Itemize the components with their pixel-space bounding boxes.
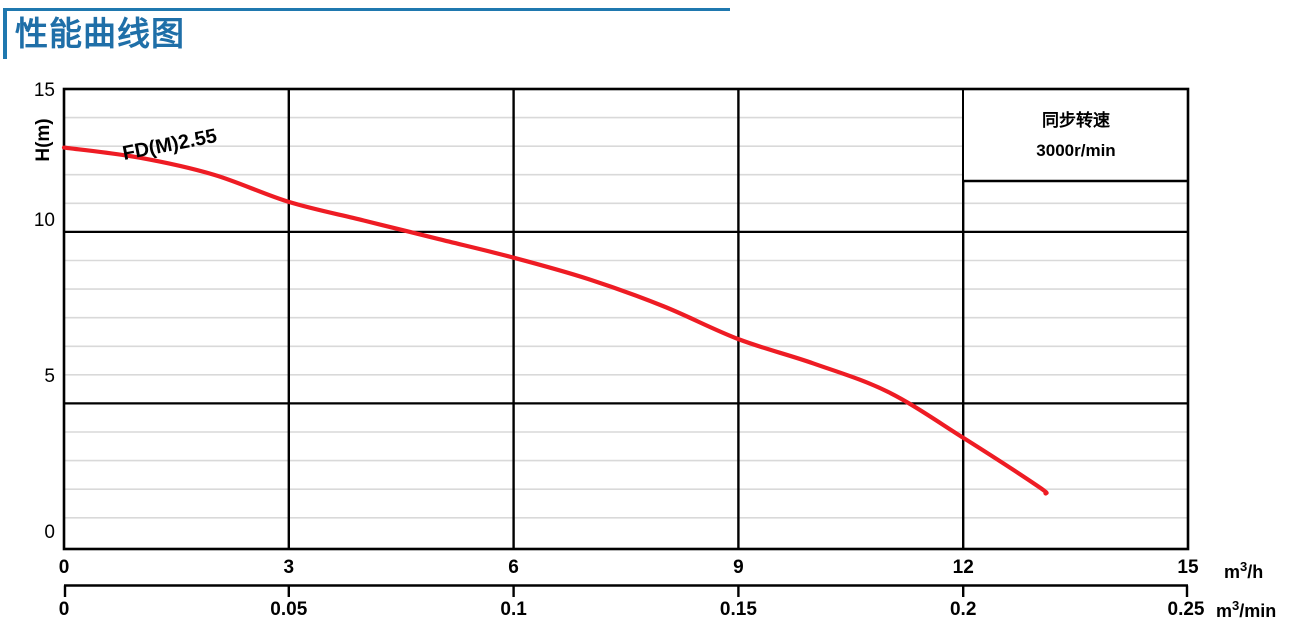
major-vertical-gridlines — [287, 89, 965, 549]
x-tick-label-6: 6 — [508, 557, 519, 578]
plot-frame — [62, 87, 1190, 551]
x2-tick-label-025: 0.25 — [1168, 599, 1205, 620]
major-horizontal-gridlines — [64, 230, 1188, 405]
x-primary-unit-label: m3/h — [1224, 559, 1263, 582]
x-tick-label-12: 12 — [953, 557, 974, 578]
y-tick-label-5: 5 — [44, 366, 55, 387]
y-tick-label-0: 0 — [44, 522, 55, 543]
y-tick-label-15: 15 — [34, 80, 55, 101]
secondary-x-axis — [63, 584, 1189, 597]
page-title: 性能曲线图 — [15, 15, 185, 52]
y-tick-label-10: 10 — [34, 210, 55, 231]
x-primary-unit-m: m — [1224, 562, 1240, 582]
x2-tick-label-02: 0.2 — [950, 599, 976, 620]
x-secondary-unit-label: m3/min — [1216, 598, 1276, 621]
x2-tick-label-0: 0 — [59, 599, 70, 620]
x-tick-label-9: 9 — [733, 557, 744, 578]
legend-value: 3000r/min — [1036, 141, 1115, 160]
title-top-rule — [3, 8, 730, 11]
legend-panel-background — [964, 90, 1188, 181]
x2-tick-label-005: 0.05 — [270, 599, 307, 620]
legend-title: 同步转速 — [1042, 110, 1110, 130]
x2-tick-label-015: 0.15 — [720, 599, 757, 620]
title-left-accent-bar — [3, 8, 7, 59]
performance-curve — [61, 145, 1049, 496]
y-axis-title: H(m) — [33, 118, 54, 161]
x-tick-label-15: 15 — [1177, 557, 1199, 578]
x-tick-label-0: 0 — [59, 557, 70, 578]
x-tick-label-3: 3 — [284, 557, 295, 578]
x2-tick-label-01: 0.1 — [500, 599, 527, 620]
x-secondary-unit-m: m — [1216, 601, 1232, 621]
